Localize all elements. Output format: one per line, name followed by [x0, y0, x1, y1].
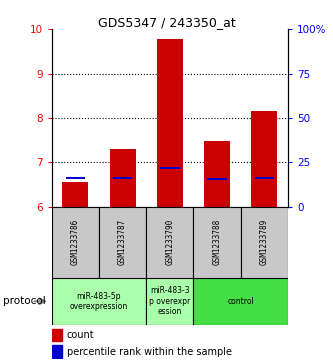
Text: miR-483-3
p overexpr
ession: miR-483-3 p overexpr ession — [149, 286, 190, 316]
Text: percentile rank within the sample: percentile rank within the sample — [67, 347, 232, 356]
Bar — [204, 141, 230, 207]
Bar — [157, 39, 183, 207]
Bar — [241, 207, 288, 278]
Text: GSM1233786: GSM1233786 — [71, 219, 80, 265]
Bar — [146, 207, 193, 278]
Bar — [66, 177, 85, 179]
Text: GDS5347 / 243350_at: GDS5347 / 243350_at — [98, 16, 235, 29]
Bar — [251, 111, 277, 207]
Bar — [52, 207, 99, 278]
Bar — [110, 149, 136, 207]
Bar — [193, 207, 241, 278]
Bar — [207, 178, 227, 180]
Text: GSM1233789: GSM1233789 — [260, 219, 269, 265]
Text: miR-483-5p
overexpression: miR-483-5p overexpression — [70, 291, 128, 311]
Text: protocol: protocol — [3, 296, 46, 306]
Bar — [113, 177, 132, 179]
Bar — [52, 329, 62, 341]
Bar — [99, 207, 146, 278]
Text: GSM1233787: GSM1233787 — [118, 219, 127, 265]
Text: GSM1233788: GSM1233788 — [212, 219, 222, 265]
Bar — [193, 278, 288, 325]
Bar — [146, 278, 193, 325]
Text: count: count — [67, 330, 95, 340]
Bar — [255, 177, 274, 179]
Bar — [52, 278, 146, 325]
Text: GSM1233790: GSM1233790 — [165, 219, 174, 265]
Bar — [160, 167, 179, 170]
Text: control: control — [227, 297, 254, 306]
Bar — [62, 183, 88, 207]
Bar — [52, 345, 62, 358]
